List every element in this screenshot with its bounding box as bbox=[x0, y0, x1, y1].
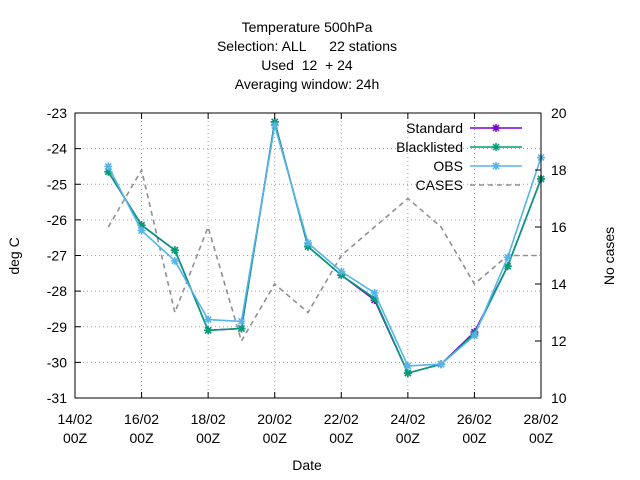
y2-tick-label: 14 bbox=[551, 276, 567, 292]
x-tick-label: 18/02 bbox=[191, 411, 226, 427]
y-tick-label: -28 bbox=[47, 283, 67, 299]
y-tick-label: -30 bbox=[47, 354, 67, 370]
y-axis-label: deg C bbox=[6, 237, 22, 274]
data-point-blacklisted bbox=[370, 294, 379, 303]
x-tick-label: 24/02 bbox=[390, 411, 425, 427]
data-point-blacklisted bbox=[237, 324, 246, 333]
x-tick-label: 00Z bbox=[529, 430, 554, 446]
legend-label-obs: OBS bbox=[433, 158, 463, 174]
data-point-obs bbox=[437, 360, 446, 369]
data-point-obs bbox=[237, 317, 246, 326]
legend-label-blacklisted: Blacklisted bbox=[396, 139, 463, 155]
y2-tick-label: 12 bbox=[551, 333, 567, 349]
x-tick-label: 00Z bbox=[130, 430, 155, 446]
series-line-cases bbox=[107, 167, 541, 344]
data-point-obs bbox=[137, 226, 146, 235]
x-tick-label: 16/02 bbox=[124, 411, 159, 427]
y2-tick-label: 18 bbox=[551, 162, 567, 178]
legend-label-standard: Standard bbox=[406, 120, 463, 136]
x-tick-label: 26/02 bbox=[457, 411, 492, 427]
series-line-blacklisted bbox=[107, 121, 542, 375]
x-tick-label: 22/02 bbox=[324, 411, 359, 427]
y-tick-label: -27 bbox=[47, 248, 67, 264]
data-point-blacklisted bbox=[403, 369, 412, 378]
x-tick-label: 14/02 bbox=[57, 411, 92, 427]
data-point-obs bbox=[470, 331, 479, 340]
x-tick-label: 00Z bbox=[63, 430, 88, 446]
data-point-obs bbox=[337, 267, 346, 276]
x-tick-label: 20/02 bbox=[257, 411, 292, 427]
title-line: Selection: ALL 22 stations bbox=[217, 38, 397, 54]
data-point-obs bbox=[270, 121, 279, 130]
y2-tick-label: 20 bbox=[551, 105, 567, 121]
data-point-obs bbox=[104, 162, 113, 171]
legend: Standard Blacklisted OBS CASES bbox=[396, 120, 522, 193]
legend-label-cases: CASES bbox=[416, 177, 463, 193]
legend-marker-standard bbox=[492, 124, 500, 132]
y-tick-label: -26 bbox=[47, 212, 67, 228]
x-tick-label: 00Z bbox=[462, 430, 487, 446]
data-point-obs bbox=[370, 288, 379, 297]
y-tick-label: -31 bbox=[47, 390, 67, 406]
data-point-blacklisted bbox=[503, 262, 512, 271]
y2-tick-label: 16 bbox=[551, 219, 567, 235]
data-point-obs bbox=[503, 253, 512, 262]
chart-title: Temperature 500hPa Selection: ALL 22 sta… bbox=[217, 19, 397, 92]
y2-axis-label: No cases bbox=[601, 227, 617, 285]
series-line-obs bbox=[107, 125, 542, 367]
x-tick-label: 00Z bbox=[396, 430, 421, 446]
data-point-obs bbox=[204, 315, 213, 324]
y-tick-label: -25 bbox=[47, 176, 67, 192]
legend-marker-obs bbox=[492, 162, 500, 170]
ticks-layer: 14/02 00Z 16/02 00Z 18/02 00Z 20/02 00Z 22/02 00Z… bbox=[47, 105, 567, 446]
x-tick-label: 00Z bbox=[329, 430, 354, 446]
y-tick-label: -29 bbox=[47, 319, 67, 335]
x-tick-label: 00Z bbox=[263, 430, 288, 446]
x-tick-label: 28/02 bbox=[523, 411, 558, 427]
data-point-blacklisted bbox=[170, 246, 179, 255]
x-tick-label: 00Z bbox=[196, 430, 221, 446]
data-point-obs bbox=[170, 256, 179, 265]
data-point-obs bbox=[403, 361, 412, 370]
data-point-obs bbox=[304, 239, 312, 248]
title-line: Used 12 + 24 bbox=[261, 57, 353, 73]
title-line: Temperature 500hPa bbox=[242, 19, 373, 35]
data-point-blacklisted bbox=[204, 326, 213, 335]
legend-marker-blacklisted bbox=[492, 143, 500, 151]
title-line: Averaging window: 24h bbox=[235, 76, 380, 92]
series-layer bbox=[104, 117, 545, 378]
grid-layer bbox=[75, 113, 541, 398]
y2-tick-label: 10 bbox=[551, 390, 567, 406]
y-tick-label: -23 bbox=[47, 105, 67, 121]
x-axis-label: Date bbox=[292, 457, 322, 473]
y-tick-label: -24 bbox=[47, 141, 67, 157]
